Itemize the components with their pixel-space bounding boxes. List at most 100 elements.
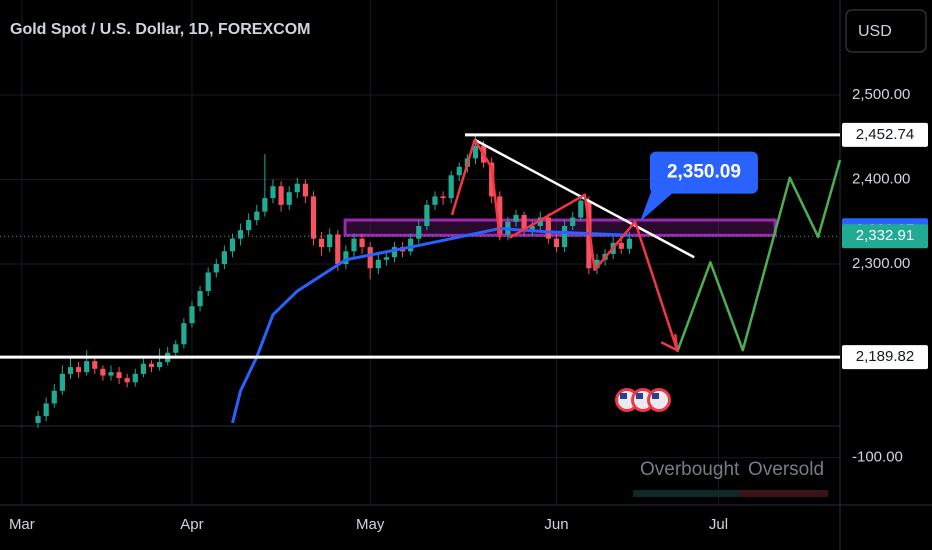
price-marker-label: 2,332.91: [856, 227, 914, 244]
flag-canton: [620, 393, 627, 399]
candle-body: [318, 238, 325, 248]
candle-body: [140, 363, 146, 374]
x-tick-label: Apr: [180, 516, 203, 533]
candle-body: [302, 183, 308, 197]
axes: 2,500.00 2,400.00 2,300.00 Mar Apr May Jun Jul -…: [9, 86, 928, 533]
x-tick-label: Mar: [9, 516, 35, 533]
y-tick-label: -100.00: [852, 449, 903, 466]
candle-body: [254, 211, 260, 221]
candle-body: [626, 238, 632, 249]
x-tick-label: May: [356, 516, 385, 533]
candle-body: [432, 196, 438, 205]
y-tick-label: 2,400.00: [852, 170, 910, 187]
candle-body: [343, 251, 349, 265]
y-tick-label: 2,500.00: [852, 86, 910, 103]
candle-body: [594, 259, 600, 269]
level-label-box: [842, 345, 928, 370]
candle-body: [205, 272, 211, 292]
candle-body: [375, 259, 381, 269]
drawing-line: [450, 138, 502, 238]
candle-body: [367, 247, 373, 269]
candle-body: [489, 162, 495, 197]
drawing-line: [508, 193, 679, 351]
candle-body: [59, 373, 65, 391]
candle-body: [545, 217, 551, 239]
candle-body: [570, 217, 576, 226]
candle-body: [116, 372, 122, 379]
candle-body: [108, 372, 114, 376]
candle-body: [189, 306, 195, 324]
overbought-label: Overbought: [640, 459, 740, 480]
candle-body: [383, 257, 389, 260]
candle-body: [246, 220, 252, 231]
candle-body: [84, 361, 90, 373]
candle-body: [92, 361, 98, 369]
candle-body: [156, 362, 163, 368]
candle-body: [513, 214, 519, 222]
candle-body: [440, 196, 446, 199]
candle-body: [262, 198, 268, 212]
candle-body: [294, 183, 300, 193]
price-marker-box: [842, 224, 928, 249]
candle-body: [497, 196, 503, 235]
arrow-head: [660, 334, 679, 353]
oversold-label: Oversold: [748, 459, 824, 480]
candle-body: [132, 373, 138, 383]
candle-body: [278, 186, 284, 205]
candle-body: [43, 403, 49, 417]
candle-body: [124, 378, 130, 383]
candle-body: [35, 416, 41, 423]
overbought-bar: [633, 490, 740, 497]
candle-body: [286, 192, 292, 205]
candle-body: [221, 251, 227, 265]
oversold-bar: [740, 490, 828, 497]
flag-canton: [636, 393, 643, 399]
x-tick-label: Jul: [709, 516, 728, 533]
candle-body: [213, 264, 219, 273]
candle-body: [553, 238, 560, 248]
candle-body: [173, 344, 179, 353]
callout-label: 2,350.09: [667, 162, 741, 183]
candle-body: [148, 363, 155, 368]
candle-body: [408, 238, 414, 252]
candle-body: [229, 238, 236, 252]
flag-canton: [652, 393, 659, 399]
plot-area: 2,350.09: [0, 133, 842, 428]
candle-body: [51, 390, 57, 404]
candle-body: [424, 204, 430, 226]
candle-body: [197, 291, 203, 307]
candle-body: [391, 247, 398, 258]
candle-body: [100, 368, 106, 376]
drawing-line: [676, 159, 842, 353]
candle-body: [456, 166, 462, 176]
candle-body: [578, 200, 584, 218]
candle-body: [618, 242, 624, 249]
candle-body: [416, 225, 422, 239]
level-label-box: [842, 122, 928, 147]
candle-body: [270, 186, 276, 199]
currency-button[interactable]: [845, 9, 927, 53]
event-icons: [615, 388, 671, 412]
candle-body: [448, 175, 454, 199]
candle-body: [472, 145, 479, 159]
candle-body: [521, 214, 527, 231]
callout-box: [649, 151, 758, 194]
x-tick-label: Jun: [544, 516, 568, 533]
candle-body: [310, 196, 317, 239]
level-label: 2,189.82: [856, 348, 914, 365]
candle-body: [327, 234, 333, 248]
candle-body: [351, 238, 357, 252]
y-tick-label: 2,300.00: [852, 255, 910, 272]
candle-body: [335, 234, 341, 265]
candle-body: [181, 323, 187, 345]
candle-body: [529, 225, 535, 231]
currency-label[interactable]: USD: [858, 23, 892, 40]
candle-body: [237, 230, 244, 239]
candle-body: [537, 217, 543, 226]
chart-title: Gold Spot / U.S. Dollar, 1D, FOREXCOM: [10, 21, 310, 38]
candle-body: [359, 238, 365, 248]
candle-body: [75, 367, 82, 373]
